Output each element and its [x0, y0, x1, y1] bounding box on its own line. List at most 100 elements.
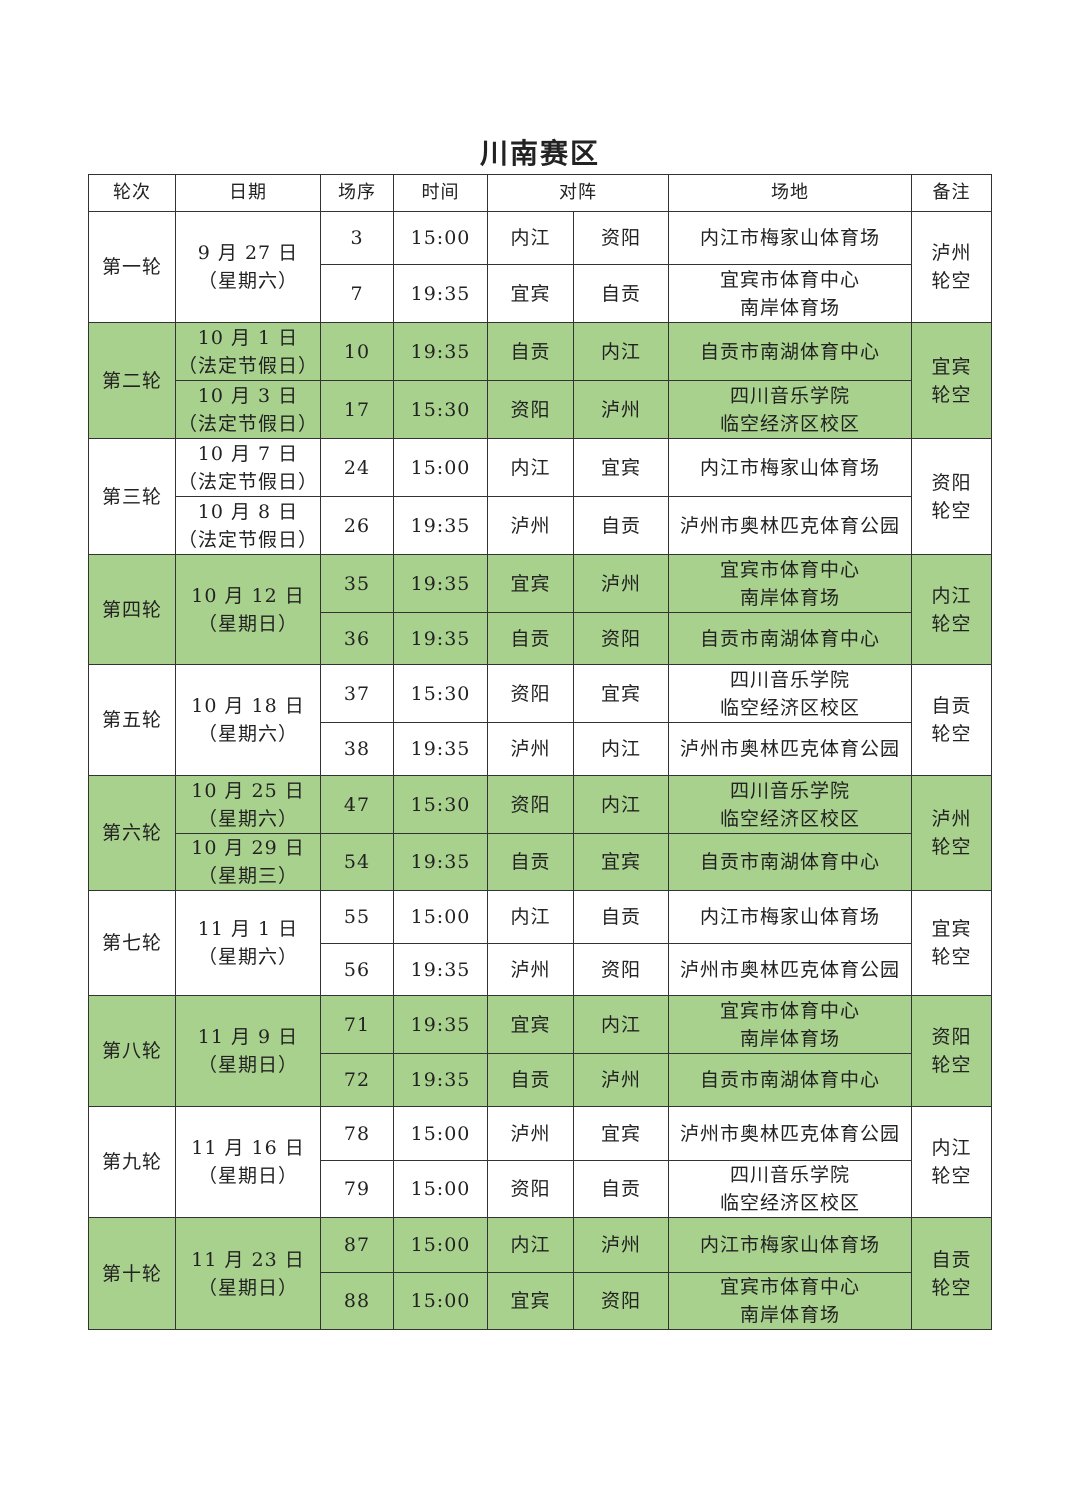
match-time: 15:00 [393, 438, 488, 497]
home-team: 资阳 [487, 1160, 574, 1218]
match-time: 15:00 [393, 211, 488, 265]
match-time: 15:00 [393, 890, 488, 944]
venue: 四川音乐学院 临空经济区校区 [668, 664, 912, 723]
schedule-table: 轮次 日期 场序 时间 对阵 场地 备注 第一轮 9 月 27 日 （星期六） 3 1… [88, 174, 992, 1330]
match-time: 19:35 [393, 833, 488, 891]
round-label: 第六轮 [88, 775, 176, 891]
round-note: 泸州 轮空 [911, 775, 992, 891]
round-note: 资阳 轮空 [911, 995, 992, 1107]
header-match-no: 场序 [320, 174, 394, 212]
match-time: 19:35 [393, 554, 488, 613]
table-row: 10 月 29 日 （星期三） 54 19:35 自贡 宜宾 自贡市南湖体育中心 [89, 833, 992, 891]
away-team: 宜宾 [573, 664, 669, 723]
home-team: 内江 [487, 438, 574, 497]
header-time: 时间 [393, 174, 488, 212]
match-date: 10 月 12 日 （星期日） [175, 554, 321, 665]
away-team: 自贡 [573, 264, 669, 323]
table-row: 第一轮 9 月 27 日 （星期六） 3 15:00 内江 资阳 内江市梅家山体育场 泸州 轮… [88, 211, 992, 323]
venue: 四川音乐学院 临空经济区校区 [668, 380, 912, 439]
match-number: 10 [320, 322, 394, 381]
round-note: 自贡 轮空 [911, 664, 992, 776]
table-row: 36 19:35 自贡 资阳 自贡市南湖体育中心 [89, 612, 992, 665]
venue: 自贡市南湖体育中心 [668, 322, 912, 381]
match-date: 10 月 18 日 （星期六） [175, 664, 321, 776]
home-team: 自贡 [487, 322, 574, 381]
header-note: 备注 [911, 174, 992, 212]
table-row: 第九轮 11 月 16 日 （星期日） 78 15:00 泸州 宜宾 泸州市奥林匹克体育公园… [88, 1106, 992, 1218]
away-team: 宜宾 [573, 833, 669, 891]
table-row: 79 15:00 资阳 自贡 四川音乐学院 临空经济区校区 [89, 1160, 992, 1218]
header-date: 日期 [175, 174, 321, 212]
home-team: 宜宾 [487, 995, 574, 1054]
match-number: 88 [320, 1272, 394, 1330]
venue: 泸州市奥林匹克体育公园 [668, 1106, 912, 1161]
venue: 宜宾市体育中心 南岸体育场 [668, 554, 912, 613]
home-team: 自贡 [487, 612, 574, 665]
home-team: 内江 [487, 211, 574, 265]
match-time: 19:35 [393, 995, 488, 1054]
round-note: 内江 轮空 [911, 1106, 992, 1218]
venue: 自贡市南湖体育中心 [668, 1053, 912, 1107]
header-matchup: 对阵 [487, 174, 669, 212]
page-title: 川南赛区 [479, 137, 600, 170]
table-row: 第八轮 11 月 9 日 （星期日） 71 19:35 宜宾 内江 宜宾市体育中心 南岸体育… [88, 995, 992, 1107]
away-team: 泸州 [573, 554, 669, 613]
match-date: 10 月 29 日 （星期三） [175, 833, 321, 891]
table-row: 7 19:35 宜宾 自贡 宜宾市体育中心 南岸体育场 [89, 264, 992, 323]
match-number: 24 [320, 438, 394, 497]
venue: 泸州市奥林匹克体育公园 [668, 496, 912, 555]
match-number: 37 [320, 664, 394, 723]
round-label: 第五轮 [88, 664, 176, 776]
round-note: 宜宾 轮空 [911, 890, 992, 996]
table-row: 第十轮 11 月 23 日 （星期日） 87 15:00 内江 泸州 内江市梅家山体育场 自贡… [88, 1217, 992, 1330]
away-team: 资阳 [573, 211, 669, 265]
header-venue: 场地 [668, 174, 912, 212]
away-team: 宜宾 [573, 438, 669, 497]
round-label: 第三轮 [88, 438, 176, 555]
match-time: 19:35 [393, 722, 488, 776]
table-row: 第三轮 10 月 7 日 （法定节假日） 24 15:00 内江 宜宾 内江市梅家山体育场资… [88, 438, 992, 555]
match-date: 9 月 27 日 （星期六） [175, 211, 321, 323]
away-team: 资阳 [573, 943, 669, 996]
match-number: 26 [320, 496, 394, 555]
table-row: 第六轮 10 月 25 日 （星期六） 47 15:30 资阳 内江 四川音乐学院 临空经济… [88, 775, 992, 891]
venue: 自贡市南湖体育中心 [668, 612, 912, 665]
home-team: 泸州 [487, 496, 574, 555]
home-team: 宜宾 [487, 554, 574, 613]
match-number: 7 [320, 264, 394, 323]
match-number: 35 [320, 554, 394, 613]
away-team: 资阳 [573, 612, 669, 665]
home-team: 自贡 [487, 833, 574, 891]
venue: 内江市梅家山体育场 [668, 211, 912, 265]
match-number: 54 [320, 833, 394, 891]
home-team: 资阳 [487, 380, 574, 439]
table-row: 10 月 3 日 （法定节假日） 17 15:30 资阳 泸州 四川音乐学院 临空经济区校… [89, 380, 992, 439]
home-team: 内江 [487, 890, 574, 944]
venue: 内江市梅家山体育场 [668, 1217, 912, 1273]
match-number: 55 [320, 890, 394, 944]
round-label: 第二轮 [88, 322, 176, 439]
table-row: 88 15:00 宜宾 资阳 宜宾市体育中心 南岸体育场 [89, 1272, 992, 1330]
away-team: 自贡 [573, 1160, 669, 1218]
match-date: 11 月 16 日 （星期日） [175, 1106, 321, 1218]
venue: 宜宾市体育中心 南岸体育场 [668, 264, 912, 323]
away-team: 泸州 [573, 1217, 669, 1273]
match-time: 15:00 [393, 1217, 488, 1273]
away-team: 宜宾 [573, 1106, 669, 1161]
venue: 宜宾市体育中心 南岸体育场 [668, 1272, 912, 1330]
round-label: 第九轮 [88, 1106, 176, 1218]
match-number: 47 [320, 775, 394, 834]
match-time: 19:35 [393, 264, 488, 323]
match-time: 15:00 [393, 1160, 488, 1218]
match-number: 3 [320, 211, 394, 265]
match-number: 87 [320, 1217, 394, 1273]
venue: 泸州市奥林匹克体育公园 [668, 722, 912, 776]
match-number: 38 [320, 722, 394, 776]
round-label: 第八轮 [88, 995, 176, 1107]
round-label: 第七轮 [88, 890, 176, 996]
header-row: 轮次 日期 场序 时间 对阵 场地 备注 [88, 174, 992, 212]
match-number: 56 [320, 943, 394, 996]
table-row: 第二轮 10 月 1 日 （法定节假日） 10 19:35 自贡 内江 自贡市南湖体育中心宜… [88, 322, 992, 439]
venue: 宜宾市体育中心 南岸体育场 [668, 995, 912, 1054]
match-date: 11 月 23 日 （星期日） [175, 1217, 321, 1330]
